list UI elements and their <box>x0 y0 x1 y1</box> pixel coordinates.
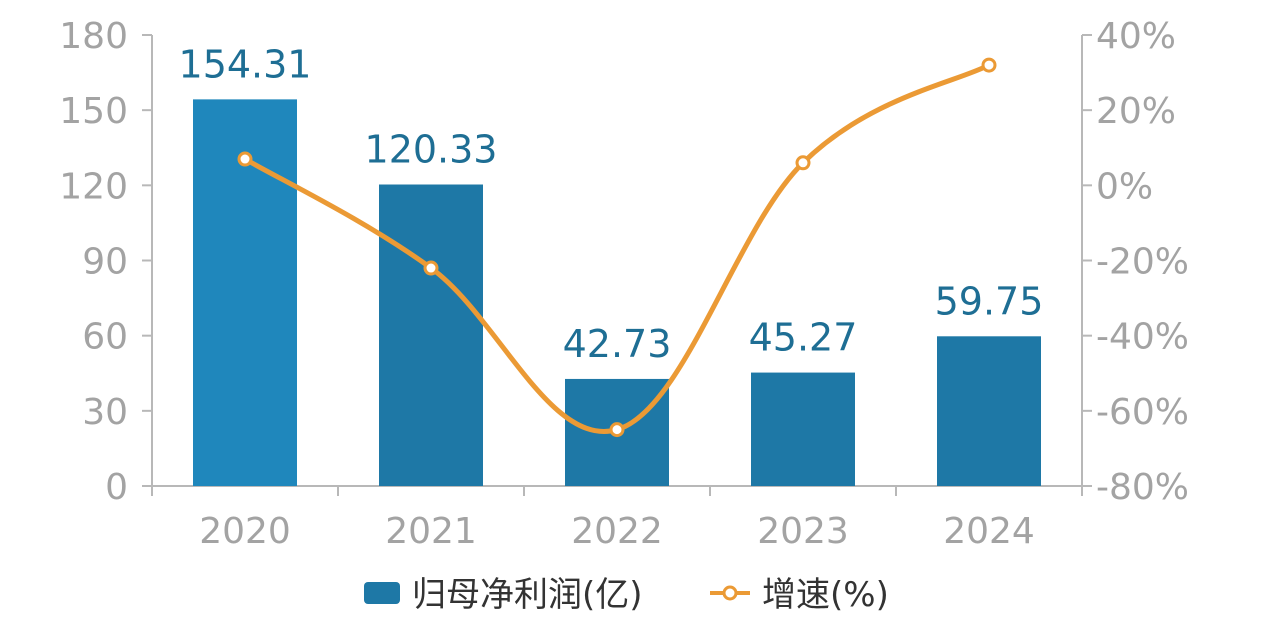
left-axis-tick-label: 90 <box>82 242 128 283</box>
growth-point <box>609 422 625 438</box>
bar-value-label: 42.73 <box>563 322 672 366</box>
growth-point <box>237 151 253 167</box>
legend: 归母净利润(亿) 增速(%) <box>364 575 889 615</box>
bar-value-label: 120.33 <box>365 128 498 172</box>
left-axis-tick-label: 120 <box>59 166 128 207</box>
right-axis-tick-label: -40% <box>1096 317 1189 358</box>
growth-point <box>981 57 997 73</box>
right-axis-tick-label: -20% <box>1096 242 1189 283</box>
left-axis-tick-label: 180 <box>59 16 128 57</box>
left-axis-tick-label: 0 <box>105 467 128 508</box>
left-axis-tick-label: 30 <box>82 392 128 433</box>
x-axis-tick-label: 2023 <box>757 511 849 552</box>
bar-value-label: 59.75 <box>935 279 1044 323</box>
legend-label-bar: 归母净利润(亿) <box>412 575 643 615</box>
bars: 154.31 120.33 42.73 45.27 59.75 <box>179 42 1044 486</box>
right-axis-tick-label: -60% <box>1096 392 1189 433</box>
right-axis: -80% -60% -40% -20% 0% 20% 40% <box>1081 16 1189 508</box>
growth-point <box>795 155 811 171</box>
left-axis-tick-label: 150 <box>59 91 128 132</box>
x-axis-tick-label: 2020 <box>199 511 291 552</box>
x-axis: 2020 2021 2022 2023 2024 <box>151 485 1083 552</box>
bar <box>937 336 1041 486</box>
bar <box>751 372 855 486</box>
x-axis-tick-label: 2022 <box>571 511 663 552</box>
legend-swatch-marker <box>722 585 738 601</box>
x-axis-tick-label: 2021 <box>385 511 477 552</box>
bar <box>379 184 483 486</box>
growth-point <box>423 260 439 276</box>
bar-value-label: 45.27 <box>749 316 858 360</box>
growth-line-path <box>242 62 992 434</box>
right-axis-tick-label: 20% <box>1096 91 1176 132</box>
legend-swatch-bar <box>364 582 400 604</box>
x-axis-tick-label: 2024 <box>943 511 1035 552</box>
legend-label-line: 增速(%) <box>762 575 889 615</box>
right-axis-tick-label: -80% <box>1096 467 1189 508</box>
left-axis-tick-label: 60 <box>82 317 128 358</box>
right-axis-tick-label: 0% <box>1096 166 1153 207</box>
left-axis: 0 30 60 90 120 150 180 <box>59 16 153 508</box>
right-axis-tick-label: 40% <box>1096 16 1176 57</box>
growth-line <box>237 57 997 438</box>
bar-value-label: 154.31 <box>179 42 312 86</box>
